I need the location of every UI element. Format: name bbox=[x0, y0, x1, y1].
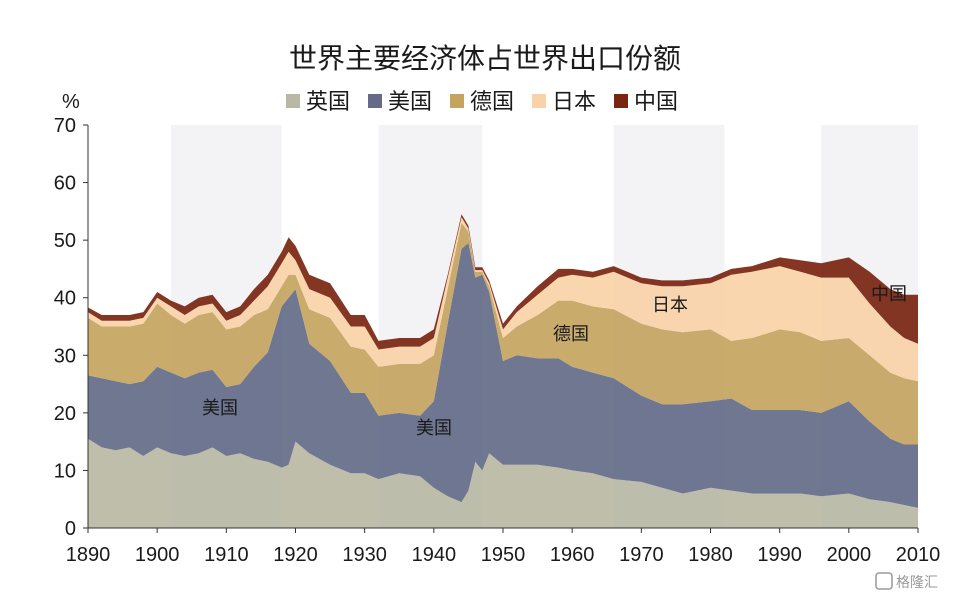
y-tick-label: 0 bbox=[65, 518, 76, 540]
x-tick-label: 2000 bbox=[827, 544, 872, 566]
annotation-us-early: 美国 bbox=[202, 398, 238, 419]
y-tick-label: 70 bbox=[54, 115, 76, 137]
legend-swatch bbox=[286, 94, 300, 108]
legend-item-英国: 英国 bbox=[286, 90, 350, 115]
x-tick-label: 2010 bbox=[896, 544, 941, 566]
watermark-logo: 格隆汇 bbox=[875, 572, 938, 591]
legend-item-美国: 美国 bbox=[368, 90, 432, 115]
area-series-美国 bbox=[88, 243, 918, 508]
x-tick-label: 1930 bbox=[342, 544, 387, 566]
y-tick-label: 40 bbox=[54, 288, 76, 310]
x-tick-label: 1960 bbox=[550, 544, 595, 566]
legend: 英国 美国 德国 日本 中国 bbox=[286, 90, 678, 115]
x-tick-label: 1910 bbox=[204, 544, 249, 566]
annotation-japan: 日本 bbox=[652, 295, 688, 316]
watermark-text: 格隆汇 bbox=[896, 575, 938, 591]
legend-swatch bbox=[368, 94, 382, 108]
watermark-icon bbox=[875, 572, 893, 590]
x-tick-label: 1920 bbox=[273, 544, 318, 566]
area-series-英国 bbox=[88, 438, 918, 528]
chart-title: 世界主要经济体占世界出口份额 bbox=[289, 42, 681, 75]
legend-label: 美国 bbox=[388, 90, 432, 115]
x-tick-label: 1990 bbox=[757, 544, 802, 566]
x-tick-label: 1980 bbox=[688, 544, 733, 566]
legend-label: 德国 bbox=[470, 90, 514, 115]
y-tick-label: 50 bbox=[54, 230, 76, 252]
area-series-中国 bbox=[88, 214, 918, 350]
annotation-china: 中国 bbox=[871, 284, 907, 305]
y-axis-unit: % bbox=[62, 91, 80, 113]
x-tick-label: 1970 bbox=[619, 544, 664, 566]
y-tick-label: 20 bbox=[54, 403, 76, 425]
legend-swatch bbox=[614, 94, 628, 108]
y-tick-label: 10 bbox=[54, 460, 76, 482]
x-tick-label: 1890 bbox=[66, 544, 111, 566]
legend-swatch bbox=[450, 94, 464, 108]
legend-item-中国: 中国 bbox=[614, 90, 678, 115]
legend-item-德国: 德国 bbox=[450, 90, 514, 115]
axes: 0 10 20 30 40 50 60 70 1890 1900 1910 1920 1930 1940 1… bbox=[54, 115, 941, 566]
legend-label: 英国 bbox=[306, 90, 350, 115]
legend-label: 中国 bbox=[634, 90, 678, 115]
legend-swatch bbox=[532, 94, 546, 108]
area-series-德国 bbox=[88, 222, 918, 445]
y-tick-label: 30 bbox=[54, 345, 76, 367]
y-tick-label: 60 bbox=[54, 173, 76, 195]
x-tick-label: 1940 bbox=[412, 544, 457, 566]
x-tick-label: 1900 bbox=[135, 544, 180, 566]
legend-label: 日本 bbox=[552, 90, 596, 115]
annotation-germany: 德国 bbox=[553, 324, 589, 345]
annotation-us-mid: 美国 bbox=[416, 418, 452, 439]
area-series-日本 bbox=[88, 217, 918, 382]
legend-item-日本: 日本 bbox=[532, 90, 596, 115]
stacked-area-layers bbox=[88, 214, 918, 528]
x-tick-label: 1950 bbox=[481, 544, 526, 566]
